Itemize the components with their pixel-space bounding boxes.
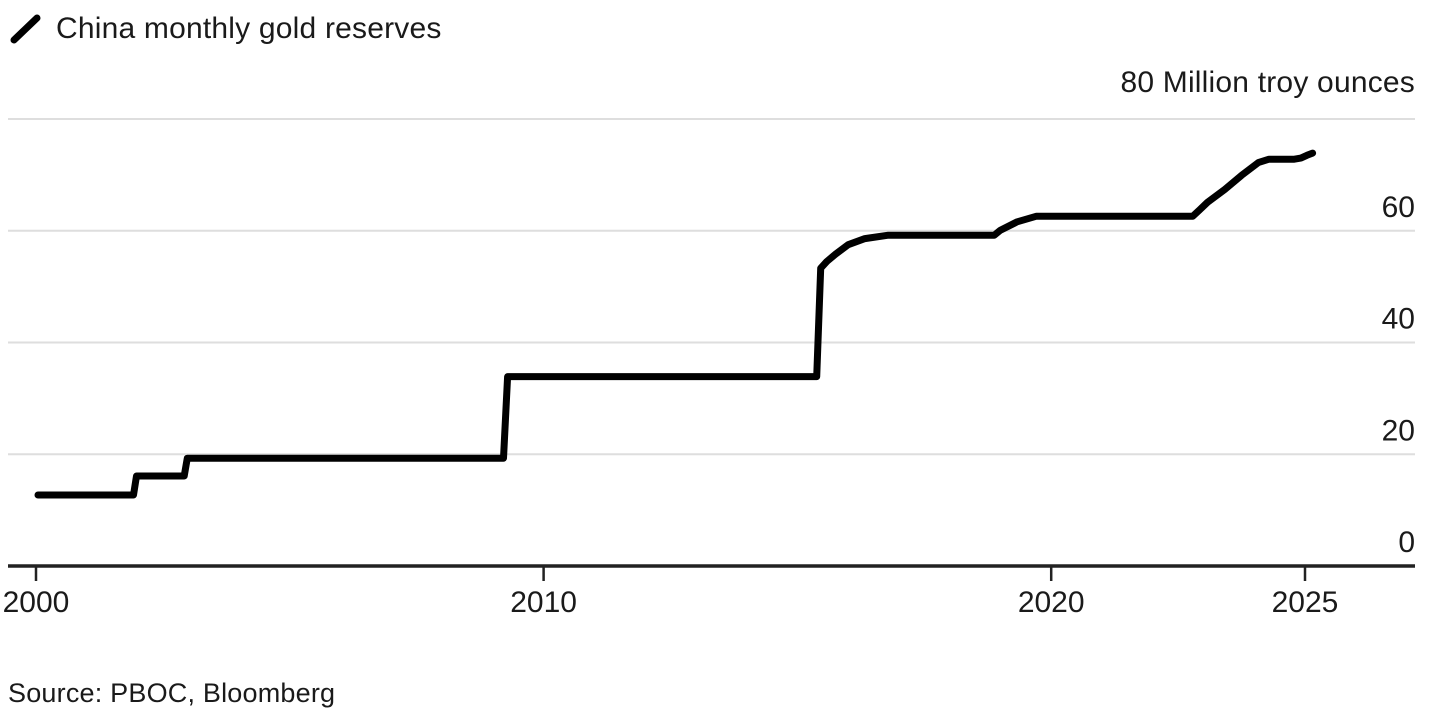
y-tick-label-40: 40 — [1382, 303, 1415, 336]
legend-label: China monthly gold reserves — [56, 12, 442, 45]
y-tick-label-0: 0 — [1398, 526, 1415, 559]
line-series-marker-icon — [10, 14, 41, 44]
series-line-china-gold-reserves — [34, 149, 1317, 499]
legend: China monthly gold reserves — [10, 12, 442, 46]
x-tick-label-2000: 2000 — [3, 586, 70, 619]
source-attribution: Source: PBOC, Bloomberg — [8, 678, 336, 708]
y-tick-label-60: 60 — [1382, 191, 1415, 224]
x-tick-label-2020: 2020 — [1018, 586, 1085, 619]
x-tick-label-2025: 2025 — [1272, 586, 1339, 619]
y-axis-title: 80 Million troy ounces — [1120, 66, 1415, 99]
x-tick-label-2010: 2010 — [510, 586, 577, 619]
y-tick-label-20: 20 — [1382, 414, 1415, 447]
